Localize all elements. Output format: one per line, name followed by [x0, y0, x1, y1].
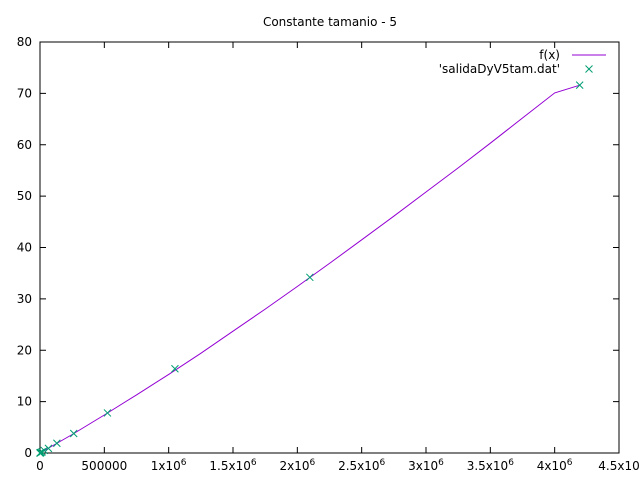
chart-title: Constante tamanio - 5 — [263, 15, 397, 29]
y-tick-label: 40 — [17, 241, 32, 255]
x-tick-label: 3x106 — [408, 458, 444, 473]
x-tick-label: 0 — [36, 459, 44, 473]
legend-label: 'salidaDyV5tam.dat' — [439, 62, 560, 76]
y-tick-label: 20 — [17, 343, 32, 357]
data-point — [53, 439, 61, 448]
data-point — [103, 409, 112, 417]
x-tick-label: 1x106 — [151, 458, 187, 473]
plot-frame — [39, 41, 620, 454]
plot-area — [36, 81, 584, 457]
x-tick-label: 4x106 — [537, 458, 573, 473]
data-point — [69, 429, 78, 438]
x-tick-label: 4.5x10 — [598, 459, 639, 473]
x-tick-label: 3.5x106 — [467, 458, 514, 473]
y-tick-label: 70 — [17, 86, 32, 100]
data-point — [305, 273, 314, 282]
x-tick-label: 500000 — [81, 459, 127, 473]
x-tick-label: 2.5x106 — [338, 458, 385, 473]
x-tick-label: 2x106 — [279, 458, 315, 473]
y-tick-label: 60 — [17, 138, 32, 152]
y-tick-label: 80 — [17, 35, 32, 49]
data-point — [44, 444, 53, 453]
legend-label: f(x) — [539, 48, 560, 62]
legend-swatch-point — [585, 65, 593, 73]
y-tick-label: 30 — [17, 292, 32, 306]
y-tick-label: 0 — [24, 446, 32, 460]
y-tick-label: 50 — [17, 189, 32, 203]
legend: f(x)'salidaDyV5tam.dat' — [439, 48, 606, 76]
y-tick-label: 10 — [17, 395, 32, 409]
axis-ticks: 0 10 20 30 40 50 60 70 80 0 500000 1x106 1.5x106 2x10… — [17, 35, 640, 473]
data-point — [575, 81, 584, 90]
x-tick-label: 1.5x106 — [209, 458, 256, 473]
data-point — [40, 446, 49, 455]
data-point — [171, 364, 179, 373]
series-line-fx — [39, 84, 580, 454]
